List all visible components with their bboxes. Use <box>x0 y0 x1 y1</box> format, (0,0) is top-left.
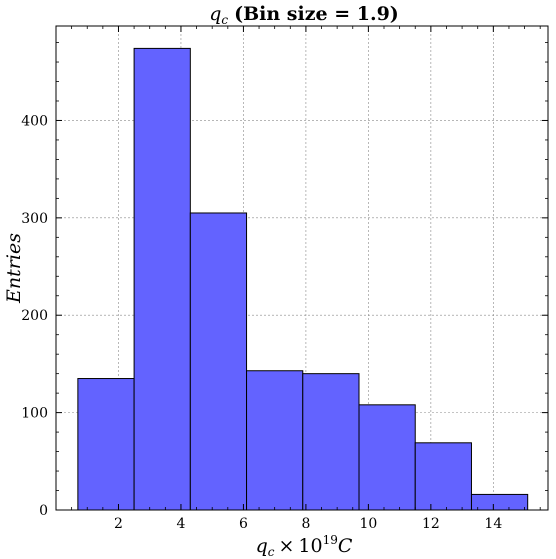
histogram-bar <box>302 373 360 511</box>
title-symbol-subscript: c <box>221 13 228 27</box>
x-tick-label: 8 <box>301 516 310 532</box>
histogram-bar <box>133 47 191 511</box>
histogram-bar <box>358 404 416 511</box>
histogram-bar <box>470 493 529 511</box>
title-symbol: q <box>209 3 221 25</box>
title-text: (Bin size = 1.9) <box>234 3 399 25</box>
histogram-bar <box>189 212 248 511</box>
x-label-unit: C <box>338 535 353 557</box>
y-tick-label: 100 <box>21 406 48 422</box>
y-tick-label: 400 <box>21 113 48 129</box>
x-tick-label: 14 <box>484 516 502 532</box>
x-tick-label: 6 <box>239 516 248 532</box>
y-axis-label: Entries <box>3 233 25 304</box>
y-tick-label: 0 <box>39 503 48 519</box>
y-tick-label: 300 <box>21 211 48 227</box>
y-tick-label: 200 <box>21 308 48 324</box>
plot-frame <box>55 25 549 511</box>
x-label-times: × <box>278 535 294 557</box>
x-axis-label: qc × 1019C <box>256 533 353 559</box>
x-tick-label: 4 <box>176 516 185 532</box>
x-tick-label: 10 <box>359 516 377 532</box>
x-label-base: 10 <box>298 535 322 557</box>
histogram-bar <box>77 378 135 511</box>
x-label-exponent: 19 <box>323 533 338 547</box>
bars <box>77 47 529 511</box>
histogram-bar <box>414 442 472 511</box>
x-tick-label: 2 <box>114 516 123 532</box>
histogram-bar <box>246 370 304 511</box>
x-tick-label: 12 <box>422 516 440 532</box>
ticks: 2 4 6 8 10 12 14 0 100 200 300 400 <box>21 26 548 532</box>
chart-title: qc (Bin size = 1.9) <box>209 3 399 27</box>
x-label-symbol: q <box>256 535 268 557</box>
x-label-symbol-subscript: c <box>268 545 275 559</box>
